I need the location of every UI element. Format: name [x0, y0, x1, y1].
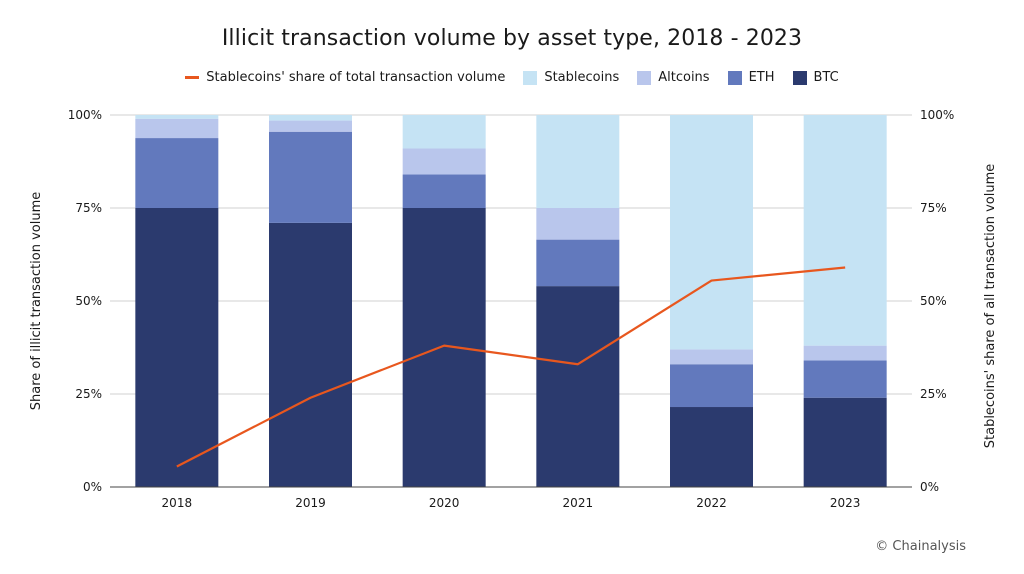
bar-segment-eth [402, 174, 486, 208]
y-tick-label-left: 100% [68, 108, 102, 122]
legend-item-stablecoins: Stablecoins [523, 70, 619, 85]
bar-segment-stablecoins [536, 115, 620, 208]
bar-segment-altcoins [803, 345, 887, 361]
bar-segment-altcoins [269, 120, 352, 132]
bar-segment-stablecoins [803, 115, 887, 346]
bar-segment-btc [269, 222, 352, 487]
stablecoin-share-line [176, 266, 846, 468]
bar-segment-eth [135, 138, 219, 208]
y2-axis-label: Stablecoins' share of all transaction vo… [983, 164, 998, 449]
bar-segment-stablecoins [135, 115, 219, 119]
bar-segment-btc [536, 286, 620, 487]
y-tick-label-right: 75% [920, 201, 947, 215]
y-tick-label-right: 50% [920, 294, 947, 308]
legend-swatch-line [185, 76, 200, 79]
bar-segment-eth [269, 131, 352, 223]
y-tick-label-right: 100% [920, 108, 954, 122]
bar-segment-altcoins [402, 148, 486, 175]
chart-legend: Stablecoins' share of total transaction … [0, 70, 1024, 85]
x-tick-label: 2018 [162, 496, 193, 510]
legend-swatch-stablecoins [523, 70, 538, 85]
x-tick-label: 2020 [429, 496, 460, 510]
chart-title: Illicit transaction volume by asset type… [221, 26, 803, 51]
x-tick-label: 2019 [295, 496, 326, 510]
legend-item-eth: ETH [727, 70, 775, 85]
y-tick-label-left: 75% [75, 201, 102, 215]
x-tick-label: 2022 [696, 496, 727, 510]
x-tick-label: 2021 [563, 496, 594, 510]
legend-item-btc: BTC [792, 70, 839, 85]
bar-segment-stablecoins [269, 115, 352, 121]
bar-segment-altcoins [670, 349, 753, 365]
bar-segment-stablecoins [402, 115, 486, 149]
bar-segment-btc [402, 208, 486, 487]
y-tick-label-left: 25% [75, 387, 102, 401]
legend-label-stablecoin-share: Stablecoins' share of total transaction … [206, 70, 506, 85]
bar-segment-altcoins [135, 118, 219, 139]
bar-segment-stablecoins [670, 115, 753, 350]
legend-label-eth: ETH [748, 70, 775, 85]
bar-segment-eth [670, 364, 753, 408]
legend-label-btc: BTC [813, 70, 839, 85]
legend-swatch-eth [727, 70, 742, 85]
legend-item-altcoins: Altcoins [637, 70, 710, 85]
y-axis-label: Share of illicit transaction volume [29, 192, 44, 410]
legend-label-altcoins: Altcoins [658, 70, 710, 85]
bar-segment-btc [670, 407, 753, 487]
bar-segment-btc [135, 208, 219, 487]
bar-segment-eth [803, 360, 887, 398]
y-tick-label-left: 0% [83, 480, 102, 494]
y-tick-label-right: 0% [920, 480, 939, 494]
y-tick-label-left: 50% [75, 294, 102, 308]
legend-item-stablecoin-share: Stablecoins' share of total transaction … [185, 70, 505, 85]
legend-swatch-altcoins [637, 70, 652, 85]
bar-segment-altcoins [536, 208, 620, 240]
y-tick-label-right: 25% [920, 387, 947, 401]
legend-label-stablecoins: Stablecoins [544, 70, 620, 85]
legend-swatch-btc [792, 70, 807, 85]
bar-segment-eth [536, 239, 620, 287]
chart-credit: © Chainalysis [875, 539, 966, 554]
x-tick-label: 2023 [830, 496, 861, 510]
bar-segment-btc [803, 397, 887, 487]
